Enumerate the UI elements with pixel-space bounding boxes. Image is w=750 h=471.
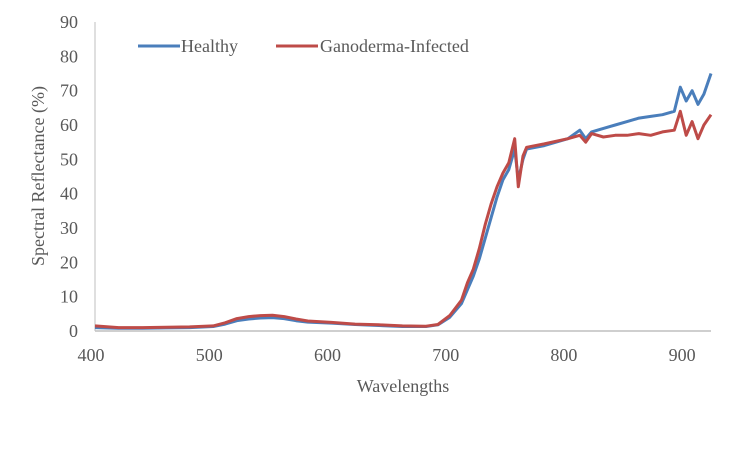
legend: Healthy Ganoderma-Infected — [138, 36, 469, 56]
y-tick-label: 80 — [60, 46, 78, 66]
y-axis-label: Spectral Reflectance (%) — [28, 86, 49, 266]
legend-label-healthy: Healthy — [181, 36, 238, 56]
y-tick-label: 60 — [60, 115, 78, 135]
y-tick-label: 30 — [60, 218, 78, 238]
y-tick-label: 0 — [69, 321, 78, 341]
x-tick-label: 800 — [550, 345, 577, 365]
y-tick-label: 90 — [60, 12, 78, 32]
x-tick-label: 900 — [669, 345, 696, 365]
legend-label-infected: Ganoderma-Infected — [320, 36, 469, 56]
x-tick-label: 400 — [78, 345, 105, 365]
x-tick-label: 600 — [314, 345, 341, 365]
x-axis-label: Wavelengths — [357, 376, 450, 396]
y-tick-label: 10 — [60, 287, 78, 307]
x-tick-label: 500 — [196, 345, 223, 365]
series-line-infected — [94, 109, 713, 330]
x-tick-label: 700 — [432, 345, 459, 365]
y-tick-label: 70 — [60, 81, 78, 101]
y-tick-label: 20 — [60, 252, 78, 272]
series-line-healthy — [94, 73, 713, 330]
y-tick-label: 40 — [60, 184, 78, 204]
y-tick-label: 50 — [60, 149, 78, 169]
